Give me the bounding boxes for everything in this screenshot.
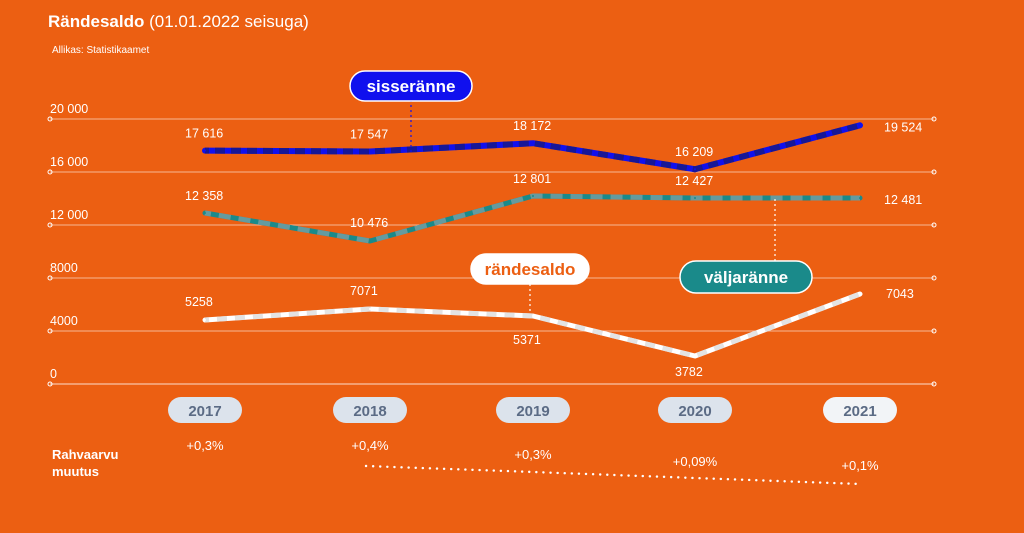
data-label: 17 547 bbox=[350, 128, 388, 142]
data-label: 5258 bbox=[185, 295, 213, 309]
valjaranne-pill bbox=[679, 260, 813, 294]
gridline-cap-left bbox=[47, 169, 53, 175]
gridline-cap-right bbox=[931, 275, 937, 281]
x-tick-label: 2020 bbox=[678, 403, 711, 420]
y-tick-label: 8000 bbox=[50, 261, 78, 275]
data-label: 18 172 bbox=[513, 119, 551, 133]
data-label: 12 358 bbox=[185, 189, 223, 203]
data-label: 3782 bbox=[675, 365, 703, 379]
data-point bbox=[694, 168, 696, 171]
gridline-cap-right bbox=[931, 116, 937, 122]
data-label: 12 481 bbox=[884, 193, 922, 207]
series-line-dash-2 bbox=[204, 291, 861, 359]
data-label: 10 476 bbox=[350, 216, 388, 230]
data-point bbox=[532, 142, 534, 145]
valjaranne-label: väljaränne bbox=[704, 268, 788, 287]
data-point bbox=[694, 197, 696, 199]
gridline-cap-left bbox=[47, 328, 53, 334]
series-line-dash-1 bbox=[204, 193, 860, 244]
population-change-value: +0,3% bbox=[514, 447, 552, 462]
y-tick-label: 20 000 bbox=[50, 102, 88, 116]
population-change-label: Rahvaarvu bbox=[52, 447, 119, 462]
gridline-cap-left bbox=[47, 275, 53, 281]
y-tick-label: 4000 bbox=[50, 314, 78, 328]
chart-title: Rändesaldo (01.01.2022 seisuga) bbox=[48, 12, 309, 32]
x-tick-label: 2018 bbox=[353, 403, 386, 420]
population-change-value: +0,3% bbox=[186, 438, 224, 453]
population-change-value: +0,1% bbox=[841, 458, 879, 473]
data-point bbox=[369, 240, 371, 242]
data-label: 17 616 bbox=[185, 127, 223, 141]
gridline-cap-right bbox=[931, 222, 937, 228]
population-change-value: +0,09% bbox=[673, 454, 718, 469]
data-point bbox=[204, 319, 206, 321]
data-point bbox=[369, 308, 371, 310]
x-tick-label: 2021 bbox=[843, 403, 876, 420]
x-tick-label: 2017 bbox=[188, 403, 221, 420]
year-pill bbox=[823, 397, 897, 423]
randesaldo-label: rändesaldo bbox=[485, 260, 576, 279]
year-pill bbox=[658, 397, 732, 423]
data-point bbox=[694, 355, 696, 357]
gridline-cap-right bbox=[931, 169, 937, 175]
population-change-value: +0,4% bbox=[351, 438, 389, 453]
chart-title-sub: (01.01.2022 seisuga) bbox=[149, 12, 309, 31]
data-label: 7043 bbox=[886, 287, 914, 301]
data-label: 12 801 bbox=[513, 172, 551, 186]
chart-source: Allikas: Statistikaamet bbox=[52, 45, 150, 56]
sisseranne-pill bbox=[349, 70, 473, 102]
population-change-trend bbox=[364, 464, 862, 486]
data-point bbox=[204, 212, 206, 214]
data-label: 19 524 bbox=[884, 120, 922, 134]
y-tick-label: 16 000 bbox=[50, 155, 88, 169]
year-pill bbox=[168, 397, 242, 423]
data-label: 16 209 bbox=[675, 145, 713, 159]
y-tick-label: 12 000 bbox=[50, 208, 88, 222]
year-pill bbox=[496, 397, 570, 423]
x-tick-label: 2019 bbox=[516, 403, 549, 420]
year-pill bbox=[333, 397, 407, 423]
data-point bbox=[532, 315, 534, 317]
randesaldo-pill bbox=[470, 253, 590, 285]
population-change-label: muutus bbox=[52, 464, 99, 479]
gridline-cap-left bbox=[47, 116, 53, 122]
gridline-cap-right bbox=[931, 328, 937, 334]
series-line-dash-0 bbox=[204, 122, 861, 173]
data-point bbox=[204, 149, 206, 152]
chart-title-main: Rändesaldo bbox=[48, 12, 145, 31]
data-point bbox=[859, 293, 861, 295]
data-point bbox=[532, 195, 534, 197]
data-point bbox=[369, 150, 371, 153]
data-point bbox=[859, 124, 861, 127]
data-point bbox=[859, 197, 861, 199]
data-label: 12 427 bbox=[675, 174, 713, 188]
data-label: 7071 bbox=[350, 284, 378, 298]
sisseranne-label: sisseränne bbox=[367, 77, 456, 96]
data-label: 5371 bbox=[513, 333, 541, 347]
gridline-cap-left bbox=[47, 222, 53, 228]
y-tick-label: 0 bbox=[50, 367, 57, 381]
series-line-1 bbox=[202, 193, 863, 244]
